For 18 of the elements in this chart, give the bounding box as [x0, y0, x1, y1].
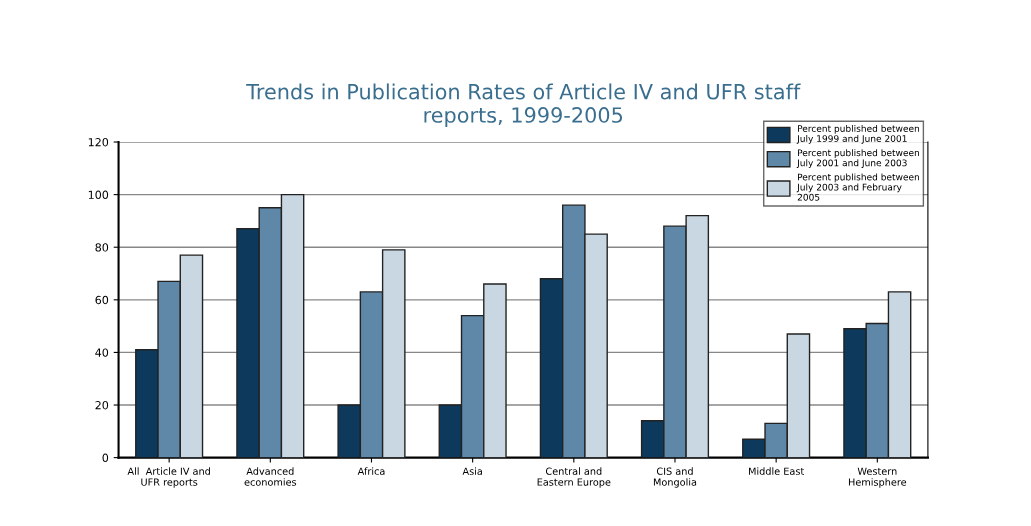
y-tick-label: 60	[95, 295, 109, 305]
y-tick-label: 20	[95, 400, 109, 410]
y-tick-label: 100	[88, 190, 109, 199]
x-tick-label: All Article IV and UFR reports	[127, 467, 210, 488]
x-tick-label: Africa	[357, 467, 385, 475]
x-tick-label: Asia	[462, 467, 482, 475]
y-tick-label: 0	[102, 453, 109, 462]
y-tick-label: 120	[88, 137, 109, 147]
x-tick-label: Central and Eastern Europe	[537, 467, 611, 488]
legend-label: Percent published between July 2003 and February 2005	[796, 173, 920, 201]
legend-label: Percent published between July 1999 and June 2001	[796, 124, 920, 144]
x-tick-label: Advanced economies	[244, 467, 297, 486]
y-tick-label: 40	[95, 348, 109, 357]
x-tick-label: CIS and Mongolia	[653, 467, 697, 488]
y-tick-label: 80	[95, 243, 109, 252]
legend-label: Percent published between July 2001 and June 2003	[796, 149, 920, 169]
x-tick-label: Middle East	[749, 467, 805, 475]
x-tick-label: Western Hemisphere	[848, 467, 907, 488]
